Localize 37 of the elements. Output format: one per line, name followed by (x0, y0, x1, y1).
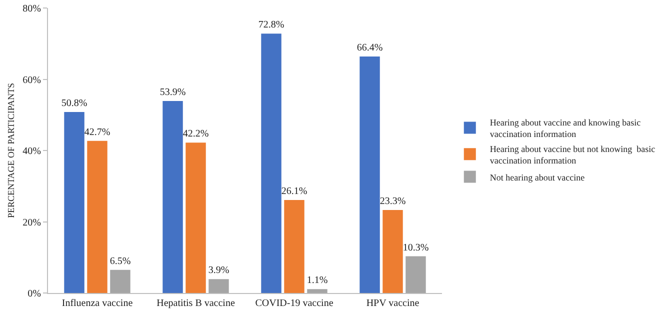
data-label: 53.9% (160, 86, 186, 98)
data-label: 50.8% (61, 98, 88, 110)
bar (307, 289, 328, 293)
bar (360, 56, 380, 293)
bar (208, 279, 229, 293)
bar (284, 200, 304, 293)
y-tick-label: 40% (22, 146, 41, 157)
bar (110, 270, 130, 293)
data-label: 1.1% (306, 275, 328, 286)
data-label: 26.1% (281, 186, 308, 198)
y-tick-label: 80% (22, 4, 41, 14)
bar (261, 34, 282, 293)
y-tick-label: 20% (22, 217, 41, 228)
data-label: 23.3% (380, 196, 406, 207)
legend-label: Hearing about vaccine and knowing basic vaccination information (490, 117, 641, 140)
data-label: 10.3% (402, 242, 429, 254)
data-label: 3.9% (208, 265, 230, 276)
bar (382, 210, 403, 293)
bar (64, 112, 84, 293)
y-tick-label: 60% (22, 74, 41, 86)
data-label: 72.8% (258, 20, 284, 31)
x-tick-label: COVID-19 vaccine (255, 298, 334, 309)
x-tick-label: HPV vaccine (366, 298, 420, 309)
data-label: 66.4% (356, 42, 383, 54)
legend-label: Not hearing about vaccine (490, 172, 585, 182)
data-label: 42.2% (182, 128, 209, 140)
data-label: 6.5% (110, 256, 131, 267)
data-label: 42.7% (84, 126, 110, 138)
y-axis-title: PERCENTAGE OF PARTICIPANTS (6, 82, 16, 218)
x-tick-label: Influenza vaccine (62, 298, 134, 309)
y-tick-label: 0% (28, 288, 41, 300)
bar (87, 140, 108, 293)
legend-label: Hearing about vaccine but not knowing basic vaccination information (490, 144, 656, 166)
bar (406, 256, 426, 293)
bar (162, 100, 183, 293)
bar (186, 142, 206, 293)
x-tick-label: Hepatitis B vaccine (156, 298, 236, 309)
